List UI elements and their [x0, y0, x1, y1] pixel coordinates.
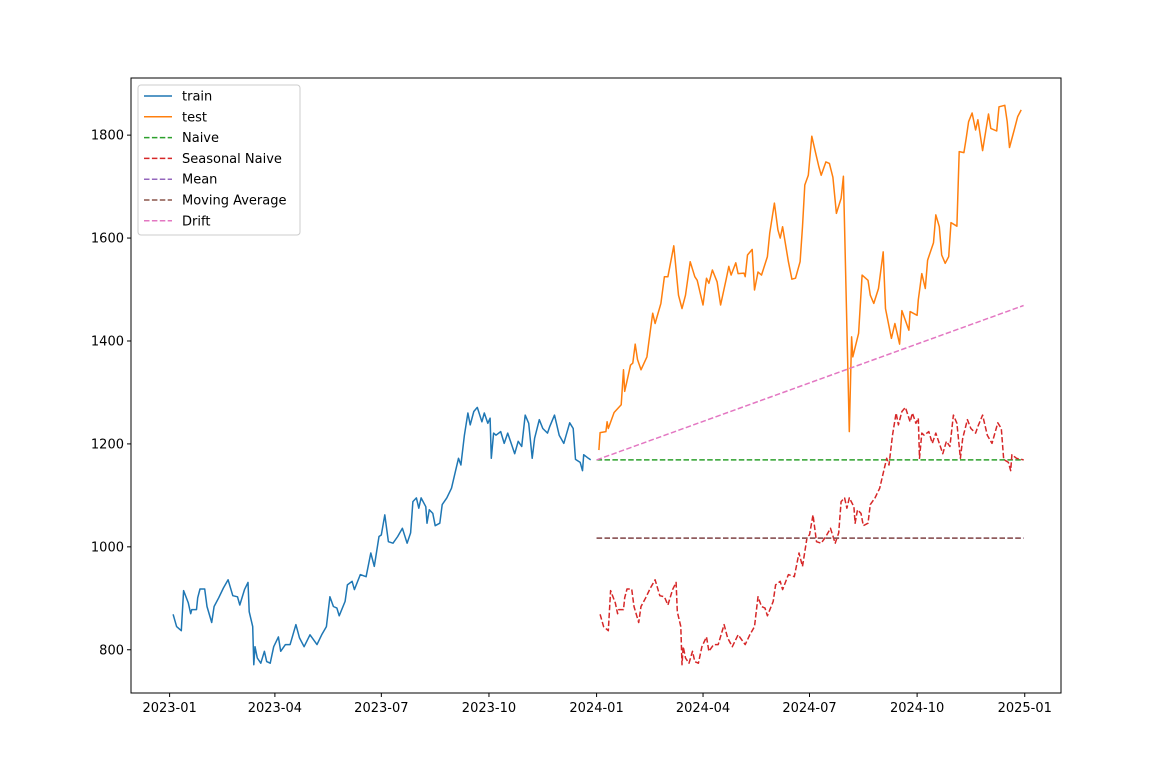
x-tick-label: 2024-04 [676, 701, 730, 716]
y-tick-label: 1800 [91, 129, 124, 144]
y-tick-label: 1600 [91, 232, 124, 247]
x-tick-label: 2025-01 [998, 701, 1052, 716]
series-line-train [172, 406, 592, 666]
series-line-drift [596, 304, 1024, 461]
plot-area [172, 104, 1024, 666]
x-tick-label: 2024-01 [569, 701, 623, 716]
axes-frame [130, 77, 1062, 694]
legend-label: Mean [182, 173, 217, 188]
y-axis: 800 1000 1200 1400 1600 1800 [91, 129, 131, 658]
legend-box [137, 84, 301, 236]
y-tick-label: 1000 [91, 540, 124, 555]
y-tick-label: 1400 [91, 334, 124, 349]
y-tick-label: 1200 [91, 437, 124, 452]
legend-label: Seasonal Naive [182, 152, 282, 167]
legend: train test Naive Seasonal Naive Mean Moving A… [137, 84, 301, 236]
x-tick-label: 2023-01 [142, 701, 196, 716]
x-axis: 2023-01 2023-04 2023-07 2023-10 2024-01 2024-… [142, 693, 1052, 716]
legend-label: Naive [182, 131, 219, 146]
legend-label: Drift [182, 214, 210, 229]
x-tick-label: 2023-10 [462, 701, 516, 716]
x-tick-label: 2023-07 [354, 701, 408, 716]
y-tick-label: 800 [99, 643, 124, 658]
legend-label: test [182, 110, 207, 125]
legend-label: Moving Average [182, 194, 286, 209]
x-tick-label: 2024-07 [782, 701, 836, 716]
legend-label: train [182, 90, 212, 105]
series-line-test [598, 104, 1022, 451]
x-tick-label: 2023-04 [248, 701, 302, 716]
x-tick-label: 2024-10 [890, 701, 944, 716]
series-line-seasonal-naive [599, 406, 1024, 666]
